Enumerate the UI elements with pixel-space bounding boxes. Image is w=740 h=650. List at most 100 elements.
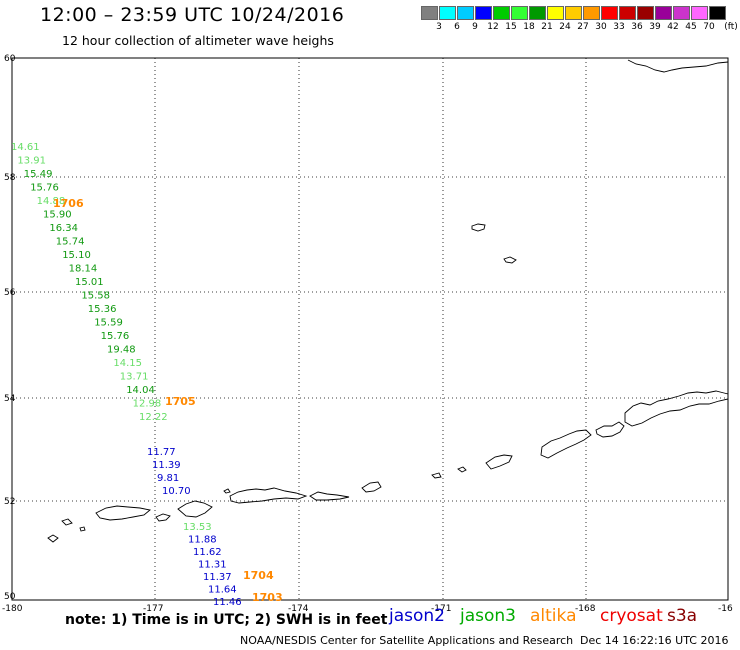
swh-label: 13.53 bbox=[183, 522, 212, 533]
swh-label: 14.88 bbox=[37, 196, 66, 207]
footer-credit: NOAA/NESDIS Center for Satellite Applica… bbox=[240, 634, 574, 647]
time-label: 1704 bbox=[243, 569, 274, 582]
island-st-paul bbox=[503, 256, 517, 264]
swh-label: 11.77 bbox=[147, 447, 176, 458]
swh-label: 16.34 bbox=[49, 223, 78, 234]
island-small-2 bbox=[223, 488, 231, 494]
lon-label-16: -16 bbox=[718, 604, 733, 614]
island-unimak bbox=[595, 421, 625, 438]
island-commander-2 bbox=[47, 534, 59, 543]
island-seguam bbox=[431, 472, 442, 479]
color-swatch bbox=[655, 6, 672, 20]
lat-label-50: 50 bbox=[4, 592, 16, 602]
color-legend-label: 9 bbox=[472, 22, 478, 32]
color-legend-label: 6 bbox=[454, 22, 460, 32]
lat-label-56: 56 bbox=[4, 288, 16, 298]
color-legend-label: 45 bbox=[685, 22, 697, 32]
color-swatch bbox=[529, 6, 546, 20]
color-swatch bbox=[637, 6, 654, 20]
color-legend-label: 27 bbox=[577, 22, 589, 32]
color-swatch bbox=[457, 6, 474, 20]
color-swatch bbox=[673, 6, 690, 20]
color-legend-label: 42 bbox=[667, 22, 679, 32]
swh-label: 15.36 bbox=[88, 304, 117, 315]
lat-label-52: 52 bbox=[4, 497, 15, 507]
island-islands-four bbox=[457, 466, 467, 473]
island-rat-islands bbox=[229, 487, 308, 504]
swh-label: 12.22 bbox=[139, 412, 168, 423]
color-legend-label: 33 bbox=[613, 22, 625, 32]
swh-label: 13.71 bbox=[120, 372, 149, 383]
swh-label: 11.39 bbox=[152, 460, 181, 471]
satellite-legend-s3a: s3a bbox=[667, 606, 698, 626]
color-legend-label: 70 bbox=[703, 22, 715, 32]
swh-label: 11.62 bbox=[193, 547, 222, 558]
color-legend-label: 24 bbox=[559, 22, 571, 32]
lat-label-54: 54 bbox=[4, 394, 16, 404]
island-atka-west bbox=[309, 491, 350, 501]
island-commander-1 bbox=[61, 518, 73, 526]
swh-label: 15.58 bbox=[81, 291, 110, 302]
lon-label-180: -180 bbox=[2, 604, 23, 614]
swh-label: 14.61 bbox=[11, 142, 40, 153]
color-legend-unit: (ft) bbox=[724, 22, 738, 32]
color-swatch bbox=[583, 6, 600, 20]
swh-label: 19.48 bbox=[107, 345, 136, 356]
swh-label: 15.90 bbox=[43, 210, 72, 221]
swh-label: 12.98 bbox=[133, 399, 162, 410]
swh-label: 14.15 bbox=[113, 358, 142, 369]
swh-label: 11.64 bbox=[208, 585, 237, 596]
color-swatch bbox=[475, 6, 492, 20]
satellite-legend-jason2: jason2 bbox=[389, 606, 445, 626]
lon-label-171: -171 bbox=[431, 604, 451, 614]
lon-label-177: -177 bbox=[143, 604, 163, 614]
time-label: 1703 bbox=[252, 591, 283, 604]
axis-labels: 60 58 56 54 52 50 -180 -177 -174 -171 -1… bbox=[2, 54, 733, 614]
swh-label: 18.14 bbox=[69, 264, 98, 275]
footer-note: note: 1) Time is in UTC; 2) SWH is in fe… bbox=[65, 612, 388, 628]
swh-label: 15.01 bbox=[75, 277, 104, 288]
island-kiska bbox=[177, 500, 213, 518]
swh-label: 15.49 bbox=[24, 169, 53, 180]
island-adak bbox=[361, 481, 382, 493]
color-legend-label: 30 bbox=[595, 22, 607, 32]
swh-label: 15.76 bbox=[101, 331, 130, 342]
lat-label-60: 60 bbox=[4, 54, 16, 64]
coast-alaska-top bbox=[627, 59, 729, 73]
lat-label-58: 58 bbox=[4, 173, 16, 183]
swh-label: 9.81 bbox=[157, 473, 179, 484]
color-legend-labels: 3 6 9 12 15 18 21 24 27 30 33 36 39 42 45 70 (ft) bbox=[421, 22, 740, 34]
color-swatch bbox=[511, 6, 528, 20]
color-swatch bbox=[709, 6, 726, 20]
satellite-legend-cryosat: cryosat bbox=[600, 606, 663, 626]
coastline bbox=[47, 59, 729, 543]
color-swatch bbox=[601, 6, 618, 20]
color-swatch bbox=[493, 6, 510, 20]
color-legend-label: 12 bbox=[487, 22, 499, 32]
color-legend-label: 36 bbox=[631, 22, 643, 32]
color-swatch bbox=[421, 6, 438, 20]
color-swatch bbox=[547, 6, 564, 20]
color-legend-label: 3 bbox=[436, 22, 442, 32]
map-subtitle: 12 hour collection of altimeter wave hei… bbox=[62, 33, 334, 48]
color-legend-label: 39 bbox=[649, 22, 661, 32]
swh-label: 11.46 bbox=[213, 597, 242, 608]
island-st-matthew bbox=[471, 223, 486, 232]
lon-label-168: -168 bbox=[575, 604, 596, 614]
color-swatch bbox=[439, 6, 456, 20]
time-label: 1706 bbox=[53, 197, 84, 210]
swh-label: 14.04 bbox=[126, 385, 155, 396]
island-unalaska bbox=[540, 429, 592, 459]
satellite-legend-jason3: jason3 bbox=[460, 606, 516, 626]
color-legend-label: 21 bbox=[541, 22, 553, 32]
time-label: 1705 bbox=[165, 395, 196, 408]
map-frame bbox=[11, 57, 729, 601]
island-attu bbox=[95, 505, 152, 521]
color-swatch bbox=[565, 6, 582, 20]
footer-timestamp: Dec 14 16:22:16 UTC 2016 bbox=[580, 634, 729, 647]
swh-label: 13.91 bbox=[17, 156, 46, 167]
lon-label-174: -174 bbox=[288, 604, 309, 614]
swh-label: 15.10 bbox=[62, 250, 91, 261]
time-labels: 1706 1705 1704 1703 bbox=[53, 197, 283, 604]
